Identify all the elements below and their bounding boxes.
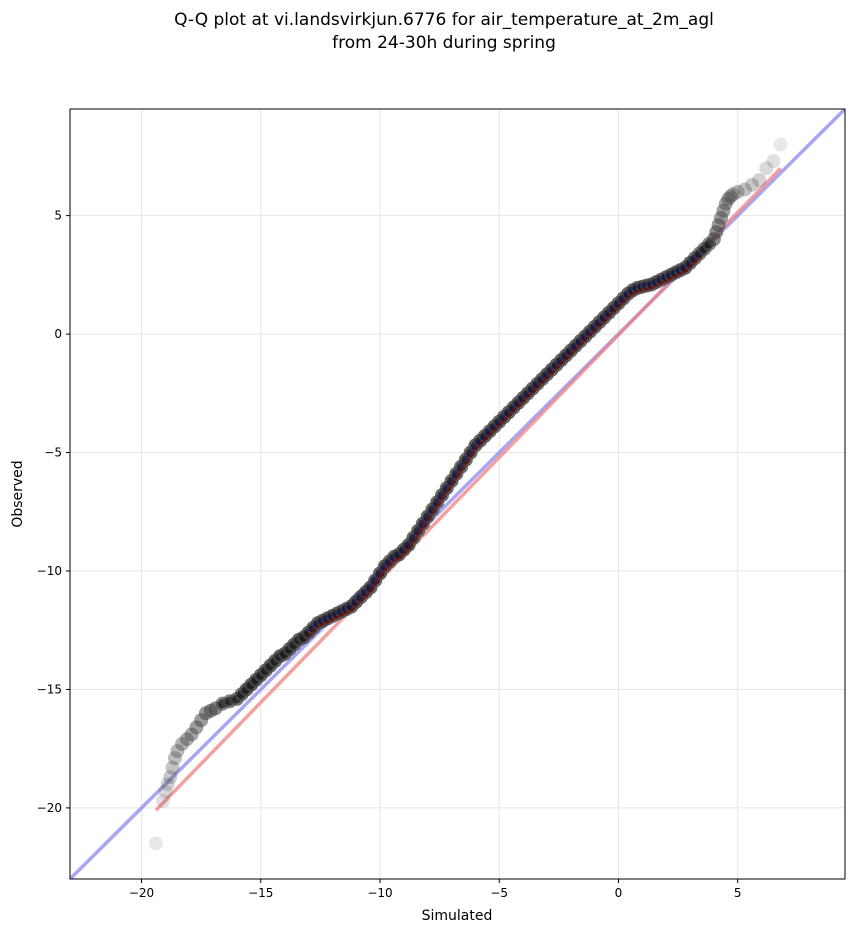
identity-line bbox=[70, 109, 845, 879]
y-tick-label: −10 bbox=[37, 564, 62, 578]
data-point bbox=[148, 836, 163, 851]
data-point bbox=[158, 784, 173, 799]
data-point bbox=[766, 154, 781, 169]
identity-line-overlay bbox=[307, 251, 701, 633]
data-point bbox=[725, 187, 740, 202]
grid-layer bbox=[70, 109, 845, 879]
data-point bbox=[745, 177, 759, 192]
chart-title: Q-Q plot at vi.landsvirkjun.6776 for air… bbox=[174, 10, 714, 30]
chart-subtitle: from 24-30h during spring bbox=[332, 33, 556, 53]
y-tick-label: 0 bbox=[54, 327, 62, 341]
data-point bbox=[163, 770, 178, 785]
data-point bbox=[773, 137, 788, 152]
data-point bbox=[723, 189, 738, 204]
data-point bbox=[759, 161, 774, 176]
x-tick-label: −15 bbox=[248, 886, 273, 900]
data-point bbox=[752, 173, 767, 188]
y-tick-label: 5 bbox=[54, 209, 62, 223]
y-tick-label: −20 bbox=[37, 801, 62, 815]
x-axis-label: Simulated bbox=[422, 908, 493, 924]
x-tick-label: 5 bbox=[734, 886, 742, 900]
data-point bbox=[156, 793, 170, 808]
x-tick-label: 0 bbox=[615, 886, 623, 900]
data-point bbox=[165, 760, 180, 775]
data-point bbox=[721, 192, 736, 207]
data-point bbox=[737, 182, 752, 197]
y-axis-label: Observed bbox=[10, 460, 26, 527]
plot-layer bbox=[70, 109, 845, 879]
tick-layer: −20 −15 −10 −5 0 5 −20 −15 −10 −5 0 5 bbox=[37, 209, 742, 900]
x-tick-label: −20 bbox=[129, 886, 154, 900]
data-point bbox=[160, 777, 175, 792]
data-point bbox=[716, 203, 731, 218]
fit-line-overlay bbox=[307, 256, 701, 637]
y-tick-label: −15 bbox=[37, 682, 62, 696]
plot-frame bbox=[69, 108, 846, 880]
data-point bbox=[730, 184, 745, 199]
data-point bbox=[718, 196, 733, 211]
data-point bbox=[179, 732, 194, 747]
data-point bbox=[170, 744, 185, 759]
data-point bbox=[167, 751, 182, 766]
x-tick-label: −5 bbox=[490, 886, 508, 900]
x-tick-label: −10 bbox=[367, 886, 392, 900]
data-point bbox=[175, 736, 190, 751]
y-tick-label: −5 bbox=[44, 446, 62, 460]
